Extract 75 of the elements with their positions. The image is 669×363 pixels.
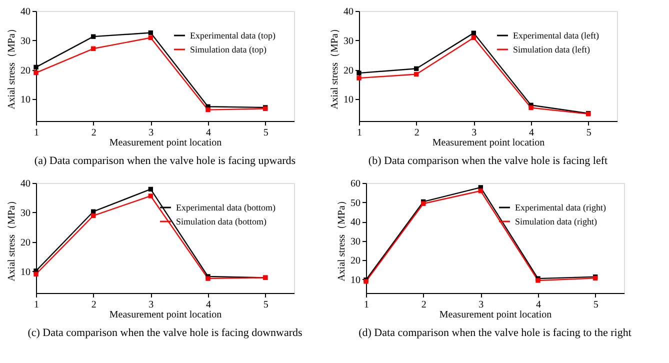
text: (d) Data comparison when the valve hole is facing to the right [358,327,632,339]
x-tick-label: 1 [34,300,39,310]
point [90,34,96,39]
y-tick-label: 30 [20,36,30,47]
point [471,30,476,36]
point [414,66,419,71]
y-axis-title: Axial stress（MPa） [6,196,18,282]
legend-label: Simulation data (bottom) [176,216,266,226]
x-tick-label: 1 [34,128,39,138]
point [34,64,38,70]
legend-label: Experimental data (right) [515,202,606,212]
legend-label: Simulation data (right) [515,216,597,226]
y-tick-label: 10 [20,94,30,106]
y-tick-label: 20 [350,256,360,267]
x-tick-label: 5 [263,300,268,310]
y-tick-label: 10 [344,94,354,106]
legend-label: Simulation data (left) [513,44,590,54]
y-tick-label: 10 [20,266,30,278]
y-tick-label: 40 [350,217,360,228]
x-tick-label: 5 [586,128,592,138]
text: (a) Data comparison when the valve hole is facing upwards [34,155,296,167]
y-tick-label: 10 [350,274,360,286]
y-tick-label: 30 [20,208,30,219]
point [148,35,154,40]
point [478,188,484,194]
x-tick-label: 3 [472,128,477,138]
point [356,76,362,80]
x-tick-label: 2 [91,300,96,310]
x-tick-label: 3 [478,300,484,310]
y-tick-label: 20 [20,237,30,248]
x-tick-label: 3 [148,128,154,138]
point [414,72,419,77]
y-axis-title: Axial stress（MPa） [336,196,348,282]
x-tick-label: 5 [593,300,598,310]
legend-label: Simulation data (top) [190,44,266,54]
x-tick-label: 1 [357,128,362,138]
y-tick-label: 60 [350,178,360,190]
legend-label: Experimental data (top) [190,30,276,40]
point [90,213,96,218]
y-axis-title: Axial stress（MPa） [6,24,18,110]
point [148,194,154,198]
x-axis-title: Measurement point location [109,138,222,148]
x-axis-title: Measurement point location [432,138,545,148]
x-tick-label: 3 [148,300,154,310]
point [90,46,96,51]
point [148,30,154,36]
y-tick-label: 40 [20,6,30,18]
x-tick-label: 4 [206,300,211,310]
point [206,107,210,112]
point [528,105,534,110]
y-axis-title: Axial stress（MPa） [330,24,340,110]
legend-label: Experimental data (left) [513,30,599,40]
text: (c) Data comparison when the valve hole is facing downwards [28,327,302,339]
y-tick-label: 40 [20,178,30,190]
y-tick-label: 30 [350,236,360,248]
y-tick-label: 30 [344,36,354,47]
point [34,70,38,76]
x-tick-label: 4 [536,300,541,310]
x-tick-label: 2 [91,128,96,138]
point [471,35,476,40]
x-tick-label: 2 [414,128,420,138]
x-tick-label: 4 [206,128,211,138]
y-tick-label: 40 [344,6,354,18]
y-tick-label: 50 [350,198,360,209]
x-tick-label: 2 [421,300,426,310]
x-tick-label: 1 [364,300,369,310]
y-tick-label: 20 [344,65,354,76]
x-axis-title: Measurement point location [109,310,222,320]
y-tick-label: 20 [20,65,30,76]
x-tick-label: 5 [263,128,268,138]
legend-label: Experimental data (bottom) [176,202,276,212]
x-tick-label: 4 [529,128,534,138]
text: (b) Data comparison when the valve hole is facing left [368,155,608,167]
point [148,186,154,192]
x-axis-title: Measurement point location [439,310,552,320]
